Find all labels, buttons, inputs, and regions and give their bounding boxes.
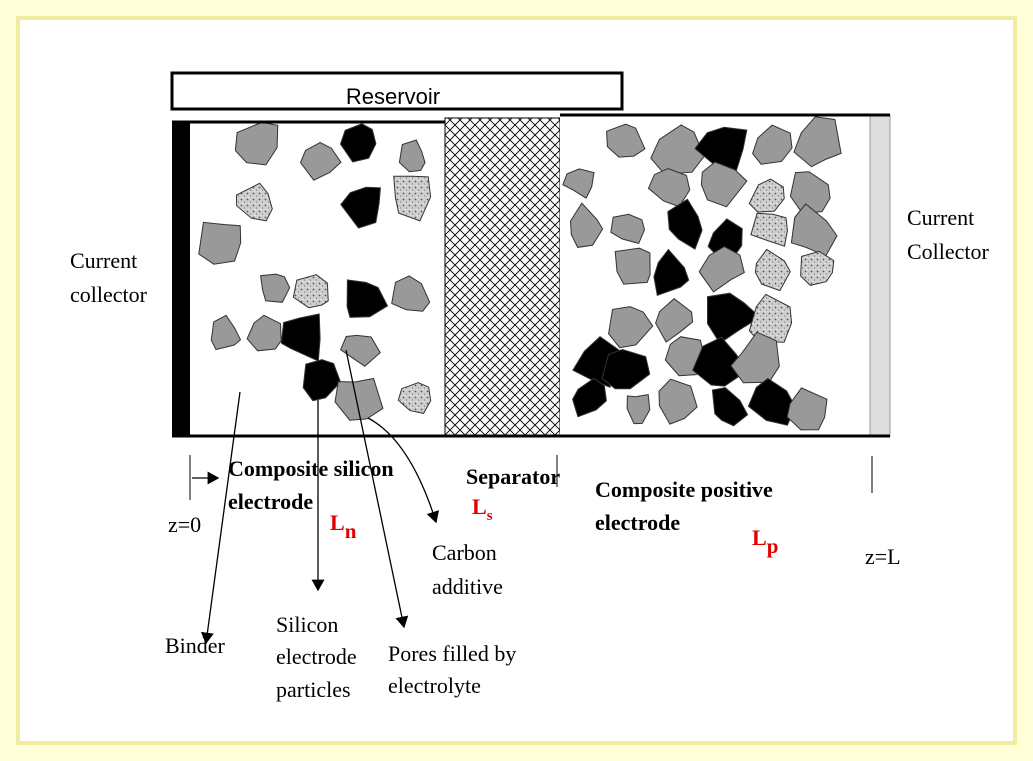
- particle: [210, 314, 242, 351]
- left-collector: [172, 122, 190, 436]
- length-p: Lp: [752, 525, 778, 558]
- particle: [711, 387, 749, 427]
- left-collector-label: Current: [70, 248, 137, 273]
- particle: [569, 202, 604, 248]
- particle: [707, 292, 761, 344]
- particle: [299, 142, 342, 181]
- carbon-label: additive: [432, 574, 503, 599]
- particle: [610, 213, 646, 244]
- binder-arrow: [200, 391, 241, 645]
- particle: [198, 221, 242, 265]
- right-collector: [869, 114, 891, 437]
- particle: [292, 274, 329, 309]
- particle: [653, 248, 690, 296]
- particle: [650, 124, 705, 175]
- right-collector-label: Current: [907, 205, 974, 230]
- particle: [346, 279, 389, 318]
- right-collector-label: Collector: [907, 239, 990, 264]
- separator-label: Separator: [466, 464, 560, 489]
- particle: [626, 394, 651, 425]
- particle: [658, 378, 698, 425]
- reservoir-label: Reservoir: [346, 84, 440, 109]
- binder-label: Binder: [165, 633, 226, 658]
- positive-electrode-label: Composite positive: [595, 477, 773, 502]
- silicon-label: particles: [276, 677, 351, 702]
- negative-electrode-label: Composite silicon: [228, 456, 394, 481]
- particle: [698, 246, 745, 293]
- particle: [397, 382, 432, 414]
- z-start: z=0: [168, 512, 201, 537]
- pores-label: Pores filled by: [388, 641, 516, 666]
- particle: [246, 314, 282, 352]
- particle: [748, 293, 793, 343]
- particle: [339, 334, 381, 367]
- particle: [601, 348, 651, 390]
- particle: [667, 198, 703, 250]
- reservoir-box: [170, 71, 624, 111]
- particle: [340, 186, 381, 229]
- particle: [606, 123, 646, 158]
- particle: [398, 139, 426, 173]
- pores-arrow: [345, 349, 409, 629]
- particle: [752, 124, 793, 165]
- particle: [754, 248, 791, 292]
- particle: [789, 171, 831, 215]
- particle: [655, 298, 694, 343]
- silicon-label: Silicon: [276, 612, 338, 637]
- positive-electrode-label: electrode: [595, 510, 680, 535]
- particle: [234, 121, 279, 166]
- particle: [747, 377, 796, 426]
- carbon-arrow: [367, 417, 440, 524]
- particle: [748, 178, 785, 213]
- length-n: Ln: [330, 510, 357, 543]
- separator-region: [444, 117, 561, 437]
- z-end: z=L: [865, 544, 901, 569]
- negative-electrode-label: electrode: [228, 489, 313, 514]
- particle: [700, 161, 748, 208]
- silicon-label: electrode: [276, 644, 357, 669]
- left-collector-label: collector: [70, 282, 148, 307]
- particle: [334, 377, 384, 421]
- positive-electrode: [560, 115, 870, 436]
- particle: [235, 182, 273, 222]
- particle: [339, 123, 377, 163]
- particle: [302, 359, 342, 402]
- particle: [393, 175, 432, 222]
- length-s: Ls: [472, 494, 493, 524]
- carbon-label: Carbon: [432, 540, 497, 565]
- particle: [572, 377, 607, 418]
- particle: [614, 247, 651, 285]
- negative-electrode: [190, 121, 445, 436]
- particle: [280, 313, 321, 362]
- particle: [692, 336, 748, 387]
- particle: [800, 250, 835, 286]
- particle: [391, 275, 431, 312]
- particle: [608, 306, 654, 349]
- particle: [562, 168, 595, 199]
- particle: [260, 273, 291, 303]
- pores-label: electrolyte: [388, 673, 481, 698]
- particle: [750, 212, 788, 247]
- particle: [786, 387, 828, 431]
- particle: [793, 116, 842, 168]
